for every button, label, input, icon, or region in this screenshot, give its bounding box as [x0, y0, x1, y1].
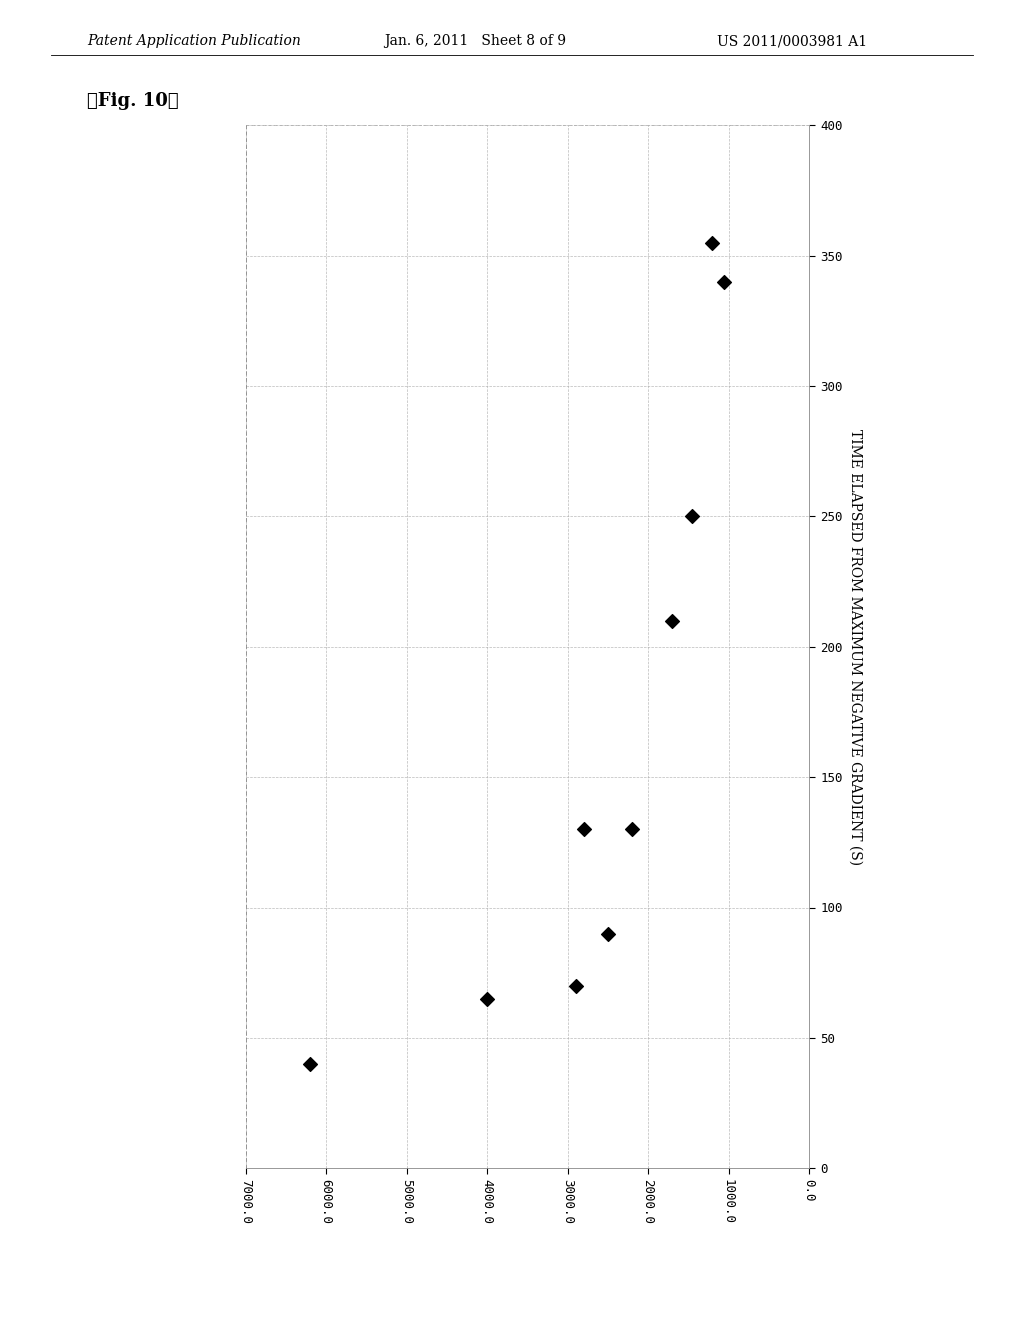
Point [624, 818, 640, 840]
Point [664, 610, 680, 631]
Point [302, 1053, 318, 1074]
Point [684, 506, 700, 527]
Point [575, 818, 592, 840]
Text: 『Fig. 10』: 『Fig. 10』 [87, 92, 178, 111]
Point [567, 975, 584, 997]
Text: Patent Application Publication: Patent Application Publication [87, 34, 301, 49]
Text: Jan. 6, 2011   Sheet 8 of 9: Jan. 6, 2011 Sheet 8 of 9 [384, 34, 566, 49]
Point [600, 923, 616, 944]
Point [479, 989, 496, 1010]
Text: US 2011/0003981 A1: US 2011/0003981 A1 [717, 34, 867, 49]
Point [705, 232, 721, 253]
Y-axis label: TIME ELAPSED FROM MAXIMUM NEGATIVE GRADIENT (S): TIME ELAPSED FROM MAXIMUM NEGATIVE GRADI… [848, 429, 862, 865]
Point [717, 271, 733, 292]
